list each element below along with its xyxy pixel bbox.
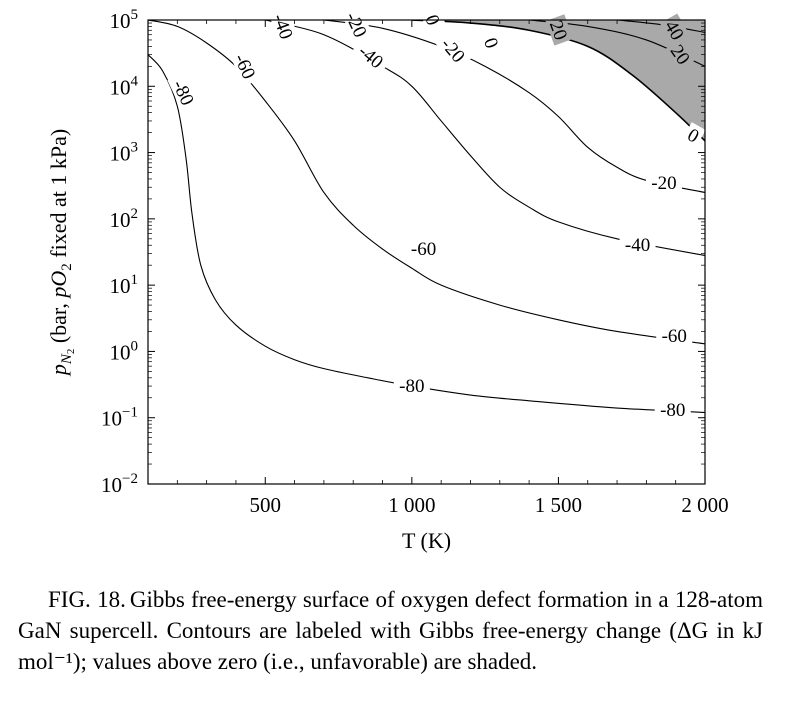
y-tick-label-4: 102 xyxy=(110,206,139,232)
contour-label-bg xyxy=(645,171,682,192)
contour-line-minus20 xyxy=(323,20,705,194)
y-tick-label-2: 100 xyxy=(110,338,139,364)
y-tick-label-5: 103 xyxy=(110,140,139,166)
x-axis-title: T (K) xyxy=(402,528,451,553)
y-tick-label-0: 10−2 xyxy=(101,471,138,497)
contour-label-bg xyxy=(228,45,263,87)
contour-label-minus80-1: -80 xyxy=(399,376,424,397)
contour-label-bg xyxy=(656,325,693,346)
contour-label-bg xyxy=(479,31,505,54)
contour-label-bg xyxy=(351,36,392,76)
contour-label-bg xyxy=(268,5,300,47)
contour-label-minus40-2: -40 xyxy=(625,235,650,256)
x-tick-label-2: 1 500 xyxy=(535,493,582,517)
figure-caption: FIG. 18. Gibbs free-energy surface of oxy… xyxy=(18,584,763,677)
contour-label-bg xyxy=(654,399,691,420)
contour-label-minus60-1: -60 xyxy=(411,239,436,260)
contour-label-bg xyxy=(340,3,374,45)
contour-label-bg xyxy=(405,238,442,259)
contour-label-bg xyxy=(393,375,430,396)
chart-svg: -80-80-80-60-60-60-40-40-40-20-20-200002… xyxy=(46,3,729,553)
contour-label-bg xyxy=(619,234,656,255)
contour-label-minus80-2: -80 xyxy=(660,400,685,421)
caption-text: Gibbs free-energy surface of oxygen defe… xyxy=(18,587,764,674)
contour-label-minus60-2: -60 xyxy=(662,326,687,347)
x-tick-label-0: 500 xyxy=(250,493,282,517)
contour-line-minus60 xyxy=(148,20,705,345)
caption-label: FIG. 18. xyxy=(48,587,126,612)
x-tick-label-1: 1 000 xyxy=(388,493,435,517)
contour-label-bg xyxy=(681,122,706,148)
contour-line-minus80 xyxy=(148,54,705,414)
y-tick-label-7: 105 xyxy=(110,7,139,33)
contour-label-bg xyxy=(545,14,574,46)
y-tick-label-3: 101 xyxy=(110,272,139,298)
y-tick-label-1: 10−1 xyxy=(101,405,138,431)
contour-label-bg xyxy=(434,29,473,70)
y-axis-title: pN2 (bar, pO2 fixed at 1 kPa) xyxy=(46,129,77,377)
shaded-region-positive xyxy=(411,20,705,141)
x-tick-label-3: 2 000 xyxy=(681,493,728,517)
contour-label-bg xyxy=(167,71,201,113)
y-tick-label-6: 104 xyxy=(110,73,139,99)
plot-frame xyxy=(147,19,706,485)
contour-label-bg xyxy=(659,13,691,47)
contour-label-minus20-2: -20 xyxy=(651,173,676,194)
contour-chart: -80 -80 -80 -60 -60 -60 -40 -40 -40 -20 -20 -20 0 0 0 2… xyxy=(46,3,729,553)
